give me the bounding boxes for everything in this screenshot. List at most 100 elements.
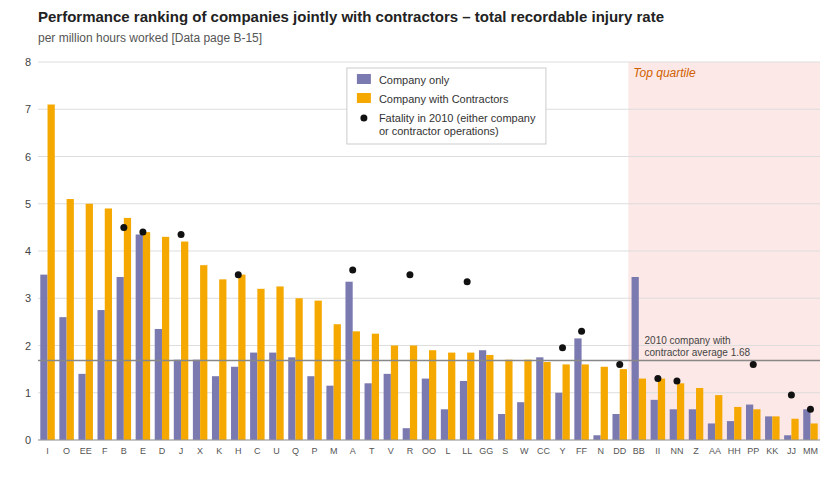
bar: [200, 265, 207, 440]
bar: [288, 357, 295, 440]
x-tick-label: Y: [560, 446, 566, 456]
bar: [67, 199, 74, 440]
bar: [524, 360, 531, 440]
legend-label: Fatality in 2010 (either companyor contr…: [379, 112, 536, 137]
bar: [307, 376, 314, 440]
bar: [295, 298, 302, 440]
top-quartile-label: Top quartile: [633, 66, 696, 80]
chart: Performance ranking of companies jointly…: [0, 0, 831, 480]
x-tick-label: A: [350, 446, 356, 456]
bar: [231, 367, 238, 440]
fatality-dot: [120, 224, 127, 231]
x-tick-label: C: [254, 446, 261, 456]
bar: [334, 324, 341, 440]
x-tick-label: S: [502, 446, 508, 456]
bar: [658, 379, 665, 440]
x-tick-label: DD: [613, 446, 626, 456]
bar: [460, 381, 467, 440]
bar: [543, 362, 550, 440]
bar: [677, 383, 684, 440]
x-tick-label: CC: [537, 446, 550, 456]
x-tick-label: KK: [766, 446, 778, 456]
legend: Company only Company with Contractors Fata…: [347, 68, 546, 144]
legend-box: [347, 68, 546, 144]
x-tick-label: OO: [422, 446, 436, 456]
bar: [193, 360, 200, 440]
y-tick-label: 5: [25, 198, 31, 210]
bar: [238, 275, 245, 440]
bar: [403, 428, 410, 440]
x-tick-label: Z: [693, 446, 699, 456]
x-tick-label: NN: [670, 446, 683, 456]
grid-line: [38, 298, 820, 299]
bar: [555, 393, 562, 440]
fatality-dot: [673, 377, 680, 384]
y-tick-label: 3: [25, 292, 31, 304]
fatality-dot: [349, 266, 356, 273]
legend-marker: [360, 115, 367, 122]
bar: [410, 346, 417, 441]
x-tick-label: W: [520, 446, 529, 456]
bar: [563, 364, 570, 440]
dots: [120, 224, 814, 413]
y-tick-label: 4: [25, 245, 31, 257]
fatality-dot: [139, 229, 146, 236]
bar: [40, 275, 47, 440]
text-line: Company with Contractors: [379, 93, 509, 105]
x-tick-label: Q: [292, 446, 299, 456]
bar: [143, 232, 150, 440]
bar: [734, 407, 741, 440]
bar: [269, 353, 276, 440]
bar: [632, 277, 639, 440]
bar: [467, 353, 474, 440]
bar: [365, 383, 372, 440]
bar: [353, 331, 360, 440]
x-tick-label: H: [235, 446, 242, 456]
x-tick-label: AA: [709, 446, 721, 456]
bar: [136, 234, 143, 440]
legend-label: Company only: [379, 74, 450, 86]
bar: [772, 416, 779, 440]
bar: [784, 435, 791, 440]
bar: [727, 421, 734, 440]
x-tick-label: O: [63, 446, 70, 456]
fatality-dot: [578, 328, 585, 335]
grid-line: [38, 62, 820, 63]
subtitle: per million hours worked [Data page B-15…: [38, 31, 262, 45]
reference-line-group: [38, 360, 820, 361]
fatality-dot: [616, 361, 623, 368]
text-line: Company only: [379, 74, 450, 86]
x-tick-label: D: [159, 446, 166, 456]
bar: [620, 369, 627, 440]
bar: [479, 350, 486, 440]
y-tick-label: 0: [25, 434, 31, 446]
bar: [803, 409, 810, 440]
bar: [250, 353, 257, 440]
bar: [315, 301, 322, 440]
text-line: 2010 company with: [645, 335, 731, 346]
bar: [536, 357, 543, 440]
bar: [429, 350, 436, 440]
average-label: 2010 company withcontractor average 1.68: [645, 335, 751, 358]
bar: [670, 409, 677, 440]
title: Performance ranking of companies jointly…: [38, 8, 664, 25]
x-tick-label: J: [179, 446, 184, 456]
bar: [181, 242, 188, 440]
bars: [40, 105, 817, 440]
bar: [601, 367, 608, 440]
bar: [498, 414, 505, 440]
grid-line: [38, 251, 820, 252]
bar: [810, 423, 817, 440]
bar: [162, 237, 169, 440]
bar: [582, 364, 589, 440]
bar: [105, 208, 112, 440]
bar: [384, 374, 391, 440]
x-tick-label: B: [121, 446, 127, 456]
bar: [517, 402, 524, 440]
bar: [689, 409, 696, 440]
bar: [708, 423, 715, 440]
y-tick-label: 8: [25, 56, 31, 68]
x-tick-label: P: [312, 446, 318, 456]
bar: [155, 329, 162, 440]
grid-line: [38, 440, 820, 441]
